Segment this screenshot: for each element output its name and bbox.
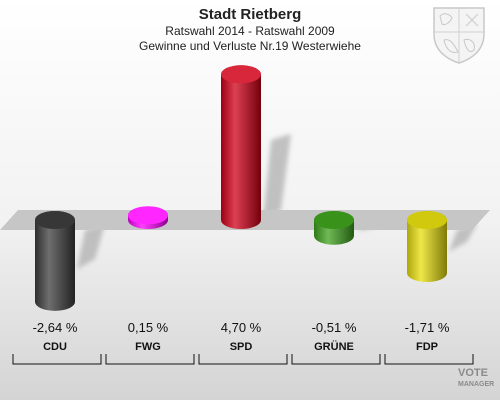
axis-bracket (291, 354, 381, 365)
vote-manager-watermark: VOTE MANAGER (428, 368, 494, 390)
category-label: FDP (416, 341, 438, 353)
value-label: -1,71 % (405, 320, 450, 335)
bar-cdu (35, 211, 75, 311)
category-axis (12, 354, 474, 365)
bar-top-cdu (35, 211, 75, 229)
category-labels: CDU FWG SPD GRÜNE FDP (43, 340, 438, 353)
bar-fdp (407, 211, 447, 283)
value-label: 0,15 % (128, 320, 169, 335)
bar-top-fdp (407, 211, 447, 229)
bar-shadow (263, 133, 291, 220)
chart-title: Stadt Rietberg (198, 6, 302, 23)
bar-shadow (449, 224, 477, 252)
bar-top-grüne (314, 211, 354, 229)
value-label: 4,70 % (221, 320, 262, 335)
category-label: FWG (135, 341, 161, 353)
category-label: CDU (43, 341, 67, 353)
axis-bracket (105, 354, 195, 365)
value-labels: -2,64 % 0,15 % 4,70 % -0,51 % -1,71 % (33, 320, 450, 335)
axis-bracket (384, 354, 474, 365)
watermark-line2: MANAGER (458, 381, 495, 388)
bar-spd (221, 65, 261, 229)
value-label: -0,51 % (312, 320, 357, 335)
bars (35, 65, 447, 311)
category-label: GRÜNE (314, 340, 354, 353)
category-label: SPD (230, 341, 253, 353)
axis-bracket (12, 354, 102, 365)
chart-subtitle-district: Gewinne und Verluste Nr.19 Westerwiehe (139, 39, 361, 53)
bar-top-spd (221, 65, 261, 84)
bar-shadow (77, 224, 105, 270)
value-label: -2,64 % (33, 320, 78, 335)
chart-subtitle-elections: Ratswahl 2014 - Ratswahl 2009 (165, 24, 335, 38)
coat-of-arms-icon (433, 7, 485, 64)
bar-top-fwg (128, 206, 168, 225)
watermark-line1: VOTE (458, 367, 488, 379)
axis-bracket (198, 354, 288, 365)
